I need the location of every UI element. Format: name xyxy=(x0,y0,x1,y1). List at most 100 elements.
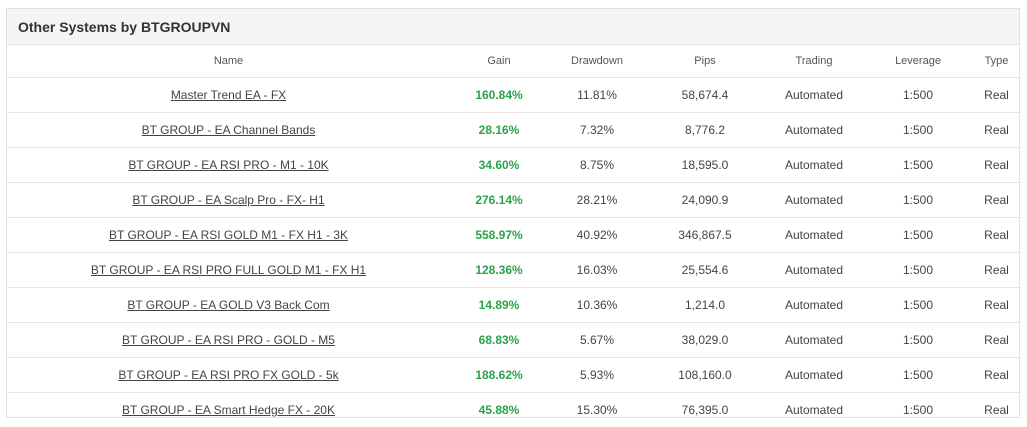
cell-leverage: 1:500 xyxy=(864,287,972,323)
type-value: Real xyxy=(984,263,1009,277)
gain-value: 34.60% xyxy=(478,158,520,172)
cell-name: BT GROUP - EA Channel Bands xyxy=(7,112,450,148)
cell-drawdown: 10.36% xyxy=(548,287,646,323)
cell-type: Real xyxy=(972,77,1021,113)
cell-leverage: 1:500 xyxy=(864,322,972,358)
cell-leverage: 1:500 xyxy=(864,357,972,393)
cell-pips: 25,554.6 xyxy=(646,252,764,288)
system-name-link[interactable]: BT GROUP - EA RSI PRO FX GOLD - 5k xyxy=(118,368,339,382)
cell-trading: Automated xyxy=(764,287,864,323)
leverage-value: 1:500 xyxy=(902,333,934,347)
drawdown-value: 15.30% xyxy=(576,403,618,417)
cell-pips: 76,395.0 xyxy=(646,393,764,427)
leverage-value: 1:500 xyxy=(902,298,934,312)
type-value: Real xyxy=(984,228,1009,242)
leverage-value: 1:500 xyxy=(902,123,934,137)
cell-type: Real xyxy=(972,252,1021,288)
cell-name: BT GROUP - EA Smart Hedge FX - 20K xyxy=(7,393,450,427)
cell-drawdown: 7.32% xyxy=(548,112,646,148)
system-name-link[interactable]: BT GROUP - EA RSI PRO - M1 - 10K xyxy=(128,158,329,172)
trading-value: Automated xyxy=(784,88,844,102)
table-row: BT GROUP - EA Channel Bands 28.16% 7.32% 8,… xyxy=(7,112,1021,148)
cell-pips: 8,776.2 xyxy=(646,112,764,148)
cell-pips: 108,160.0 xyxy=(646,357,764,393)
table-row: BT GROUP - EA RSI PRO - GOLD - M5 68.83% 5… xyxy=(7,322,1021,358)
cell-leverage: 1:500 xyxy=(864,393,972,427)
cell-trading: Automated xyxy=(764,322,864,358)
column-header-pips: Pips xyxy=(646,45,764,78)
cell-type: Real xyxy=(972,322,1021,358)
cell-pips: 24,090.9 xyxy=(646,182,764,218)
cell-pips: 58,674.4 xyxy=(646,77,764,113)
cell-type: Real xyxy=(972,182,1021,218)
cell-leverage: 1:500 xyxy=(864,217,972,253)
cell-pips: 38,029.0 xyxy=(646,322,764,358)
type-value: Real xyxy=(984,368,1009,382)
type-value: Real xyxy=(984,88,1009,102)
gain-value: 68.83% xyxy=(478,333,520,347)
trading-value: Automated xyxy=(784,333,844,347)
system-name-link[interactable]: BT GROUP - EA Channel Bands xyxy=(141,123,316,137)
system-name-link[interactable]: BT GROUP - EA Smart Hedge FX - 20K xyxy=(122,403,335,417)
cell-gain: 160.84% xyxy=(450,77,548,113)
panel-header: Other Systems by BTGROUPVN xyxy=(7,9,1019,45)
type-value: Real xyxy=(984,298,1009,312)
leverage-value: 1:500 xyxy=(902,263,934,277)
cell-pips: 346,867.5 xyxy=(646,217,764,253)
trading-value: Automated xyxy=(784,263,844,277)
drawdown-value: 40.92% xyxy=(576,228,618,242)
cell-gain: 128.36% xyxy=(450,252,548,288)
cell-drawdown: 5.67% xyxy=(548,322,646,358)
cell-gain: 45.88% xyxy=(450,393,548,427)
pips-value: 58,674.4 xyxy=(681,88,729,102)
cell-name: Master Trend EA - FX xyxy=(7,77,450,113)
drawdown-value: 16.03% xyxy=(576,263,618,277)
trading-value: Automated xyxy=(784,403,844,417)
cell-trading: Automated xyxy=(764,217,864,253)
column-header-drawdown: Drawdown xyxy=(548,45,646,78)
table-row: BT GROUP - EA Smart Hedge FX - 20K 45.88%… xyxy=(7,393,1021,427)
cell-trading: Automated xyxy=(764,77,864,113)
cell-type: Real xyxy=(972,147,1021,183)
gain-value: 160.84% xyxy=(475,88,523,102)
trading-value: Automated xyxy=(784,368,844,382)
pips-value: 24,090.9 xyxy=(681,193,729,207)
leverage-value: 1:500 xyxy=(902,368,934,382)
cell-name: BT GROUP - EA Scalp Pro - FX- H1 xyxy=(7,182,450,218)
table-row: BT GROUP - EA RSI GOLD M1 - FX H1 - 3K 55… xyxy=(7,217,1021,253)
type-value: Real xyxy=(984,158,1009,172)
pips-value: 108,160.0 xyxy=(678,368,732,382)
cell-leverage: 1:500 xyxy=(864,112,972,148)
cell-leverage: 1:500 xyxy=(864,252,972,288)
cell-gain: 276.14% xyxy=(450,182,548,218)
cell-drawdown: 40.92% xyxy=(548,217,646,253)
cell-type: Real xyxy=(972,357,1021,393)
system-name-link[interactable]: BT GROUP - EA RSI PRO - GOLD - M5 xyxy=(122,333,335,347)
system-name-link[interactable]: BT GROUP - EA Scalp Pro - FX- H1 xyxy=(132,193,325,207)
cell-drawdown: 5.93% xyxy=(548,357,646,393)
pips-value: 1,214.0 xyxy=(684,298,726,312)
system-name-link[interactable]: Master Trend EA - FX xyxy=(170,88,287,102)
column-header-type: Type xyxy=(972,45,1021,78)
gain-value: 276.14% xyxy=(475,193,523,207)
cell-drawdown: 15.30% xyxy=(548,393,646,427)
drawdown-value: 28.21% xyxy=(576,193,618,207)
system-name-link[interactable]: BT GROUP - EA GOLD V3 Back Com xyxy=(127,298,330,312)
cell-drawdown: 28.21% xyxy=(548,182,646,218)
drawdown-value: 8.75% xyxy=(579,158,615,172)
system-name-link[interactable]: BT GROUP - EA RSI PRO FULL GOLD M1 - FX … xyxy=(90,263,367,277)
table-row: BT GROUP - EA RSI PRO - M1 - 10K 34.60% 8.… xyxy=(7,147,1021,183)
trading-value: Automated xyxy=(784,193,844,207)
drawdown-value: 11.81% xyxy=(577,88,617,102)
system-name-link[interactable]: BT GROUP - EA RSI GOLD M1 - FX H1 - 3K xyxy=(109,228,348,242)
column-header-trading: Trading xyxy=(764,45,864,78)
type-value: Real xyxy=(984,123,1009,137)
table-body: Master Trend EA - FX 160.84% 11.81% 58,674.… xyxy=(7,77,1021,427)
cell-gain: 188.62% xyxy=(450,357,548,393)
gain-value: 14.89% xyxy=(478,298,520,312)
leverage-value: 1:500 xyxy=(902,193,934,207)
trading-value: Automated xyxy=(784,298,844,312)
leverage-value: 1:500 xyxy=(902,88,934,102)
gain-value: 45.88% xyxy=(478,403,520,417)
pips-value: 38,029.0 xyxy=(681,333,729,347)
